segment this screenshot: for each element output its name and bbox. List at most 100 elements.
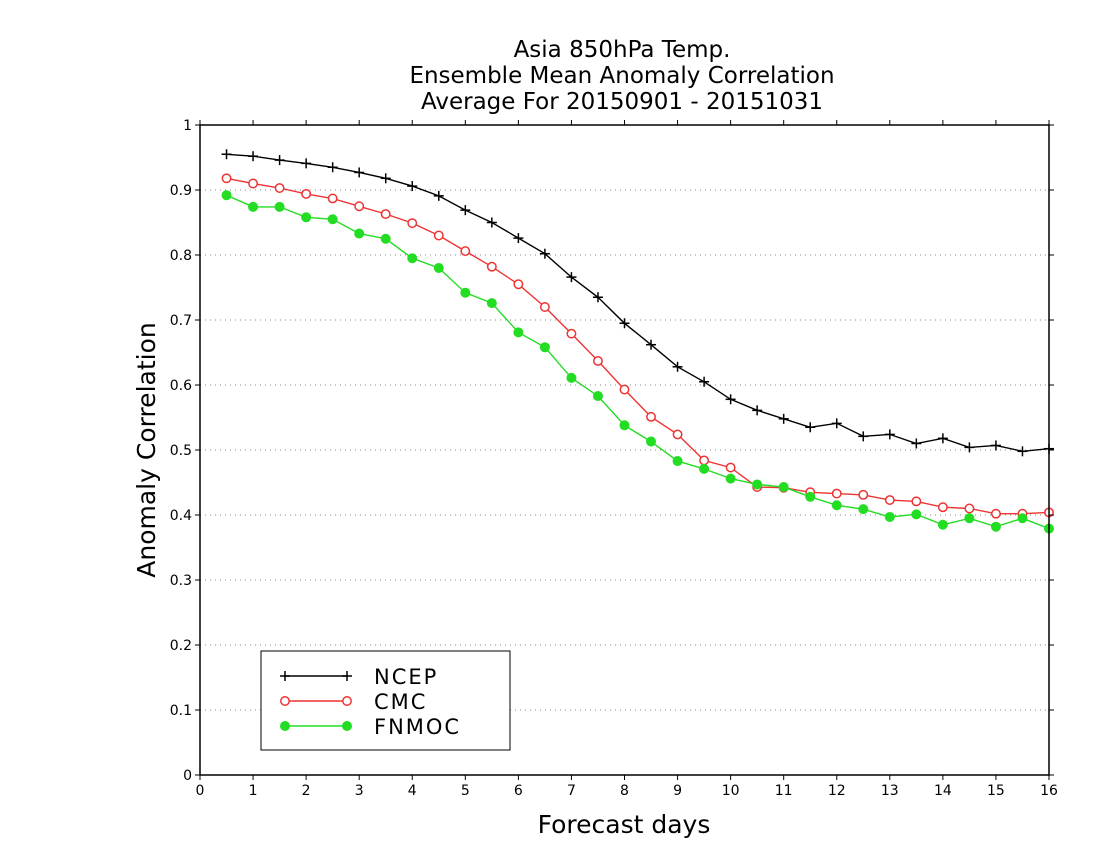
- data-point-ncep: [354, 167, 365, 178]
- y-tick-label: 1: [183, 118, 192, 134]
- data-point-fnmoc: [725, 473, 736, 484]
- data-point-fnmoc: [752, 479, 763, 490]
- data-point-fnmoc: [566, 372, 577, 383]
- y-tick-label: 0.6: [170, 378, 192, 394]
- x-tick-label: 8: [620, 783, 629, 799]
- y-tick-label: 0.9: [170, 183, 192, 199]
- data-point-fnmoc: [407, 253, 418, 264]
- data-point-fnmoc: [911, 509, 922, 520]
- series-fnmoc: [221, 190, 1054, 534]
- x-tick-label: 10: [722, 783, 740, 799]
- legend-item-ncep: NCEP: [280, 665, 436, 689]
- data-point-fnmoc: [699, 463, 710, 474]
- data-point-fnmoc: [964, 513, 975, 524]
- data-point-ncep: [248, 151, 259, 162]
- data-point-fnmoc: [858, 504, 869, 515]
- data-point-fnmoc: [778, 482, 789, 493]
- data-point-ncep: [725, 394, 736, 405]
- data-point-ncep: [884, 429, 895, 440]
- x-tick-label: 9: [673, 783, 682, 799]
- data-point-cmc: [354, 201, 365, 212]
- y-tick-label: 0.5: [170, 443, 192, 459]
- data-point-cmc: [593, 356, 603, 366]
- data-point-ncep: [672, 361, 683, 372]
- legend-item-fnmoc: FNMOC: [280, 715, 461, 739]
- x-tick-label: 4: [408, 783, 417, 799]
- data-point-cmc: [486, 261, 497, 272]
- y-tick-label: 0.1: [170, 703, 192, 719]
- data-point-ncep: [990, 440, 1001, 451]
- legend-marker-ncep: [280, 671, 290, 681]
- y-tick-label: 0.3: [170, 573, 192, 589]
- x-tick-label: 3: [355, 783, 364, 799]
- data-point-fnmoc: [672, 456, 683, 467]
- data-point-ncep: [433, 190, 444, 201]
- x-tick-label: 0: [196, 783, 205, 799]
- data-point-fnmoc: [539, 342, 550, 353]
- y-tick-label: 0.8: [170, 248, 192, 264]
- data-point-cmc: [301, 188, 312, 199]
- x-tick-label: 14: [934, 783, 952, 799]
- data-point-cmc: [619, 384, 630, 395]
- data-point-fnmoc: [1017, 513, 1028, 524]
- data-point-ncep: [964, 442, 975, 453]
- data-point-cmc: [513, 279, 524, 290]
- data-point-fnmoc: [884, 511, 895, 522]
- data-point-ncep: [937, 433, 948, 444]
- x-tick-label: 6: [514, 783, 523, 799]
- data-point-ncep: [778, 413, 789, 424]
- data-point-fnmoc: [221, 190, 232, 201]
- data-point-cmc: [380, 209, 391, 220]
- data-point-cmc: [964, 503, 975, 514]
- data-point-cmc: [672, 429, 683, 440]
- x-tick-label: 12: [828, 783, 846, 799]
- legend-marker-ncep: [342, 671, 352, 681]
- series-line-ncep: [226, 153, 1050, 453]
- data-point-fnmoc: [592, 391, 603, 402]
- data-point-cmc: [327, 193, 338, 204]
- data-point-ncep: [619, 318, 630, 329]
- data-point-cmc: [274, 183, 285, 194]
- data-point-cmc: [566, 328, 577, 339]
- data-point-fnmoc: [937, 519, 948, 530]
- x-tick-label: 15: [987, 783, 1005, 799]
- x-axis-ticks: 0 1 2 3 4 5 6 7 8 9 10 11 12 13 14 15 16: [196, 120, 1058, 799]
- data-point-fnmoc: [805, 491, 816, 502]
- data-point-fnmoc: [460, 287, 471, 298]
- series-ncep: [221, 149, 1054, 457]
- data-point-fnmoc: [619, 420, 630, 431]
- y-axis-ticks: 0 0.1 0.2 0.3 0.4 0.5 0.6 0.7 0.8 0.9 1: [170, 118, 1054, 784]
- x-tick-label: 1: [249, 783, 258, 799]
- x-tick-label: 11: [775, 783, 793, 799]
- title-line-3: Average For 20150901 - 20151031: [421, 89, 823, 115]
- data-point-fnmoc: [513, 327, 524, 338]
- data-point-cmc: [221, 173, 232, 184]
- data-point-cmc: [699, 455, 710, 466]
- data-point-fnmoc: [380, 233, 391, 244]
- legend-label-fnmoc: FNMOC: [374, 715, 461, 739]
- legend-marker-fnmoc: [342, 721, 352, 731]
- data-point-ncep: [513, 233, 524, 244]
- data-point-ncep: [301, 158, 312, 169]
- data-point-fnmoc: [354, 228, 365, 239]
- data-point-ncep: [274, 155, 285, 166]
- data-point-ncep: [752, 405, 763, 416]
- data-point-ncep: [327, 162, 338, 173]
- data-point-ncep: [380, 173, 391, 184]
- legend-marker-cmc: [280, 696, 290, 706]
- y-tick-label: 0.2: [170, 638, 192, 654]
- data-point-ncep: [911, 438, 922, 449]
- series-cmc: [221, 173, 1054, 519]
- legend-marker-cmc: [342, 696, 352, 706]
- data-point-ncep: [1017, 446, 1028, 457]
- data-point-ncep: [566, 272, 577, 283]
- gridlines: [200, 189, 1049, 711]
- data-point-cmc: [990, 508, 1001, 519]
- legend-label-cmc: CMC: [374, 690, 427, 714]
- data-point-cmc: [937, 502, 948, 513]
- data-point-ncep: [592, 292, 603, 303]
- chart-title: Asia 850hPa Temp. Ensemble Mean Anomaly …: [409, 37, 834, 115]
- data-point-cmc: [646, 411, 656, 422]
